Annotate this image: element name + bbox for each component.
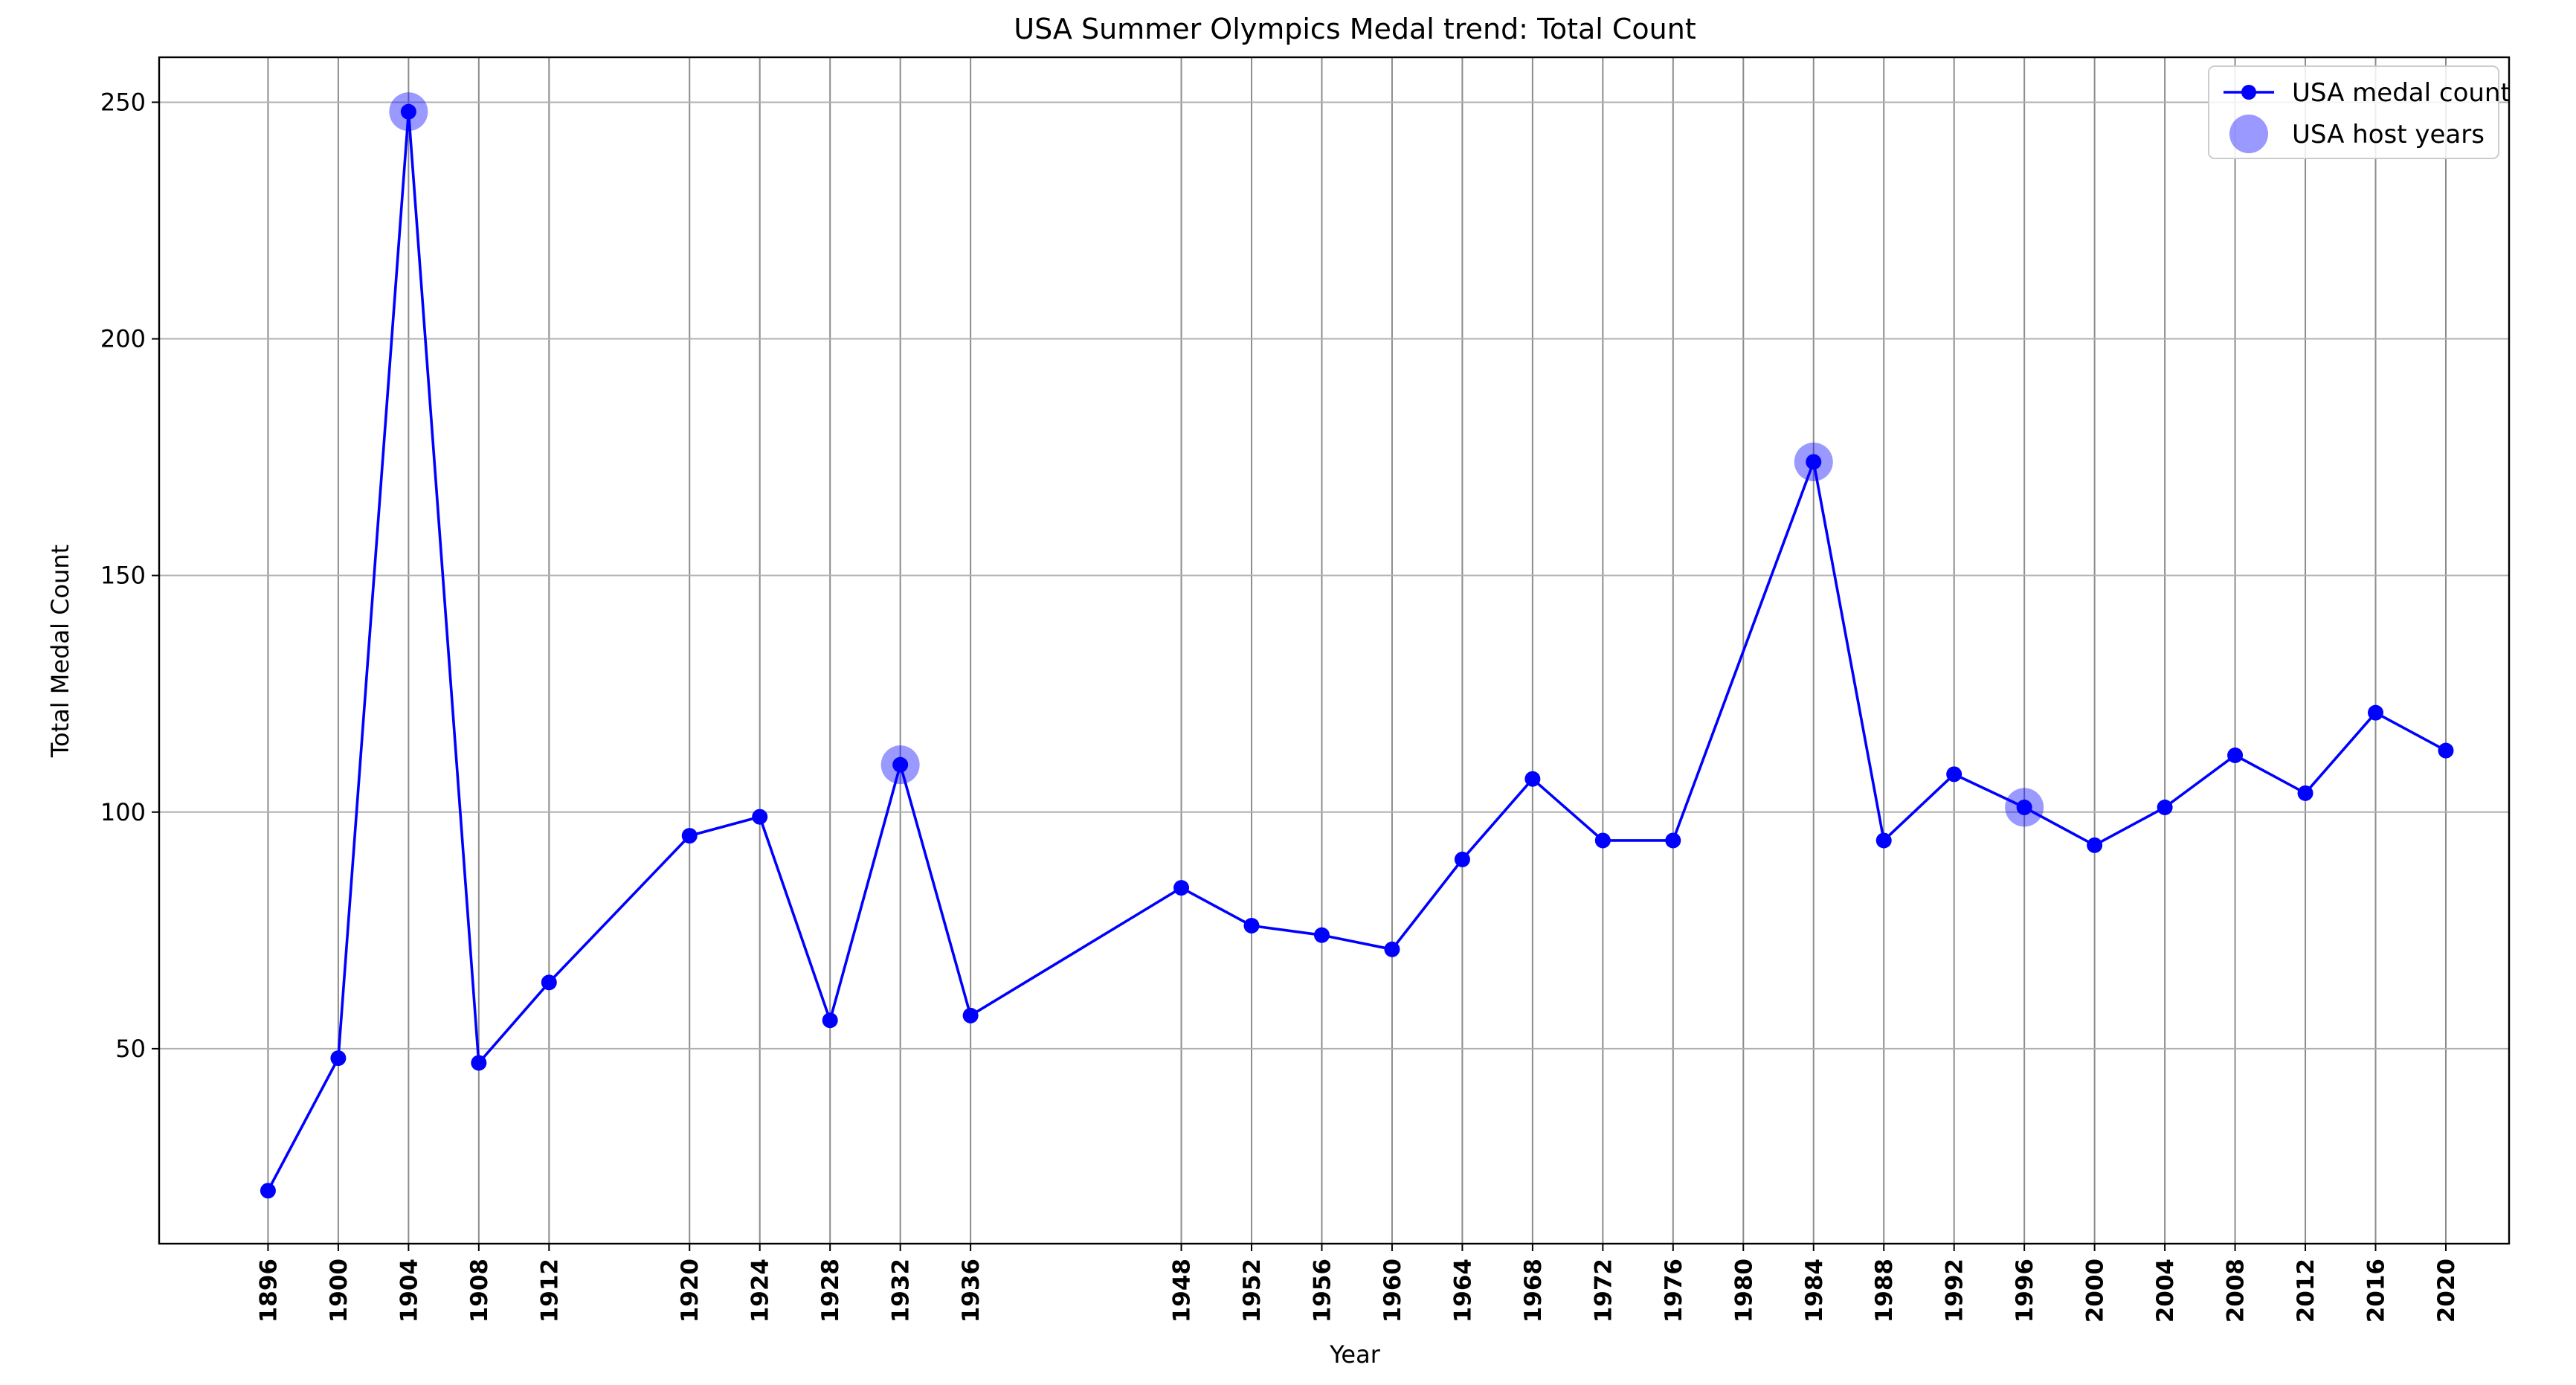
x-tick-label: 1900	[326, 1259, 352, 1323]
x-tick-label: 2016	[2363, 1259, 2390, 1323]
x-tick-label: 1968	[1520, 1259, 1547, 1323]
x-tick-label: 2012	[2293, 1259, 2319, 1323]
medal-count-point	[330, 1050, 347, 1067]
x-tick-label: 1932	[888, 1259, 915, 1323]
legend-host-swatch	[2229, 115, 2268, 153]
legend: USA medal count USA host years	[2208, 65, 2511, 159]
x-tick-label: 1920	[677, 1259, 703, 1323]
medal-count-point	[1524, 771, 1541, 787]
medal-count-point	[2157, 799, 2173, 815]
legend-label-medal-count: USA medal count	[2292, 78, 2511, 108]
medal-count-point	[1665, 832, 1681, 849]
medal-count-point	[2227, 747, 2244, 763]
y-tick-label: 200	[100, 325, 146, 353]
y-tick-label: 100	[100, 798, 146, 826]
medal-count-point	[1946, 766, 1962, 783]
medal-count-point	[1875, 832, 1892, 849]
x-tick-label: 1980	[1730, 1259, 1757, 1323]
x-tick-label: 1996	[2012, 1259, 2038, 1323]
y-tick-label: 150	[100, 562, 146, 590]
medal-count-point	[681, 828, 698, 844]
x-axis-label: Year	[1329, 1340, 1381, 1369]
x-tick-label: 1964	[1449, 1259, 1476, 1323]
medal-count-point	[1384, 941, 1400, 957]
x-tick-label: 1972	[1590, 1259, 1617, 1323]
chart-title: USA Summer Olympics Medal trend: Total C…	[1014, 13, 1696, 45]
medal-count-point	[752, 809, 768, 825]
x-tick-label: 1928	[817, 1259, 844, 1323]
medal-count-point	[892, 756, 909, 773]
medal-count-point	[2438, 742, 2454, 759]
y-tick-label: 250	[100, 88, 146, 116]
y-tick-label: 50	[115, 1035, 146, 1063]
legend-label-host-years: USA host years	[2292, 120, 2485, 150]
x-tick-label: 1912	[536, 1259, 563, 1323]
x-tick-label: 1960	[1379, 1259, 1406, 1323]
axis-ticks: 1896 1900 1904 1908 1912 1920 1924 1928 1932 1936…	[100, 88, 2460, 1323]
medal-count-point	[471, 1055, 487, 1071]
x-tick-label: 1976	[1661, 1259, 1687, 1323]
x-tick-label: 1908	[466, 1259, 493, 1323]
x-tick-label: 1924	[747, 1259, 774, 1323]
medal-count-point	[1806, 454, 1822, 470]
legend-marker-swatch	[2241, 85, 2256, 100]
medal-count-point	[541, 974, 557, 991]
x-tick-label: 1956	[1309, 1259, 1336, 1323]
medal-count-point	[1243, 917, 1260, 933]
medal-count-point	[400, 103, 416, 120]
x-tick-label: 2020	[2433, 1259, 2460, 1323]
medal-count-point	[1313, 927, 1330, 943]
y-axis-label: Total Medal Count	[46, 544, 74, 758]
x-tick-label: 2000	[2082, 1259, 2109, 1323]
plot-frame	[158, 56, 2511, 1245]
x-tick-label: 1948	[1169, 1259, 1196, 1323]
x-tick-label: 2004	[2152, 1259, 2179, 1323]
medal-count-point	[260, 1183, 276, 1199]
medal-count-point	[2297, 785, 2313, 801]
medal-count-point	[962, 1007, 979, 1024]
medal-count-point	[2016, 799, 2032, 815]
x-tick-label: 2008	[2223, 1259, 2250, 1323]
medal-count-line	[266, 110, 2447, 1192]
medal-count-point	[2087, 837, 2103, 853]
x-tick-label: 1952	[1239, 1259, 1266, 1323]
series	[260, 92, 2454, 1199]
medal-count-point	[822, 1012, 838, 1029]
x-tick-label: 1988	[1871, 1259, 1898, 1323]
x-tick-label: 1936	[958, 1259, 985, 1323]
grid	[159, 57, 2509, 1244]
x-tick-label: 1896	[255, 1259, 282, 1323]
x-tick-label: 1984	[1801, 1259, 1828, 1323]
medal-count-point	[1454, 851, 1470, 867]
x-tick-label: 1904	[396, 1259, 422, 1323]
medal-count-point	[1594, 832, 1611, 849]
x-tick-label: 1992	[1942, 1259, 1968, 1323]
medal-count-point	[2368, 704, 2384, 721]
medal-count-point	[1173, 880, 1190, 896]
legend-frame	[2208, 65, 2499, 159]
